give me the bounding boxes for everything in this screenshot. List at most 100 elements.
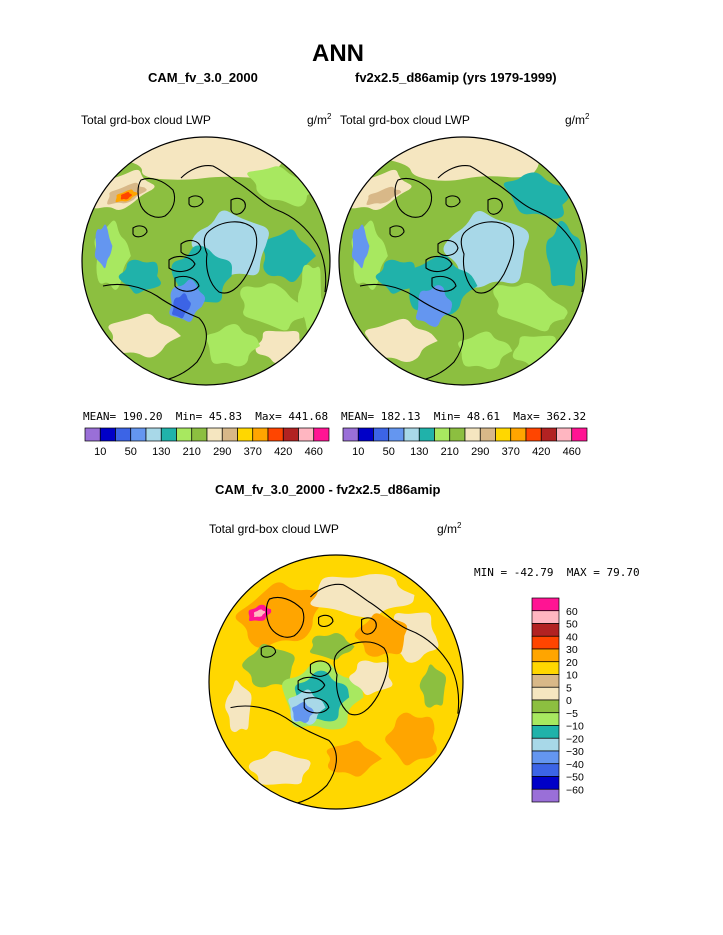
panel3-coastline xyxy=(318,614,334,627)
panel1-contour-region xyxy=(94,224,113,269)
panel2-colorbar-box xyxy=(373,427,390,442)
panel3-coastline xyxy=(260,645,277,658)
panel2-field-label: Total grd-box cloud LWP xyxy=(340,113,470,127)
panel2-contour-region xyxy=(415,285,453,327)
panel3-colorbar-label: 30 xyxy=(566,644,578,656)
panel1-colorbar-box xyxy=(267,427,284,442)
panel2-coastline xyxy=(493,181,584,293)
panel1-colorbar-box xyxy=(221,427,238,442)
panel3-colorbar-label: −5 xyxy=(566,708,578,720)
panel3-contour-region xyxy=(291,701,315,723)
panel1-colorbar-box xyxy=(130,427,147,442)
panel1-colorbar-label: 370 xyxy=(244,446,262,458)
panel3-contour-region xyxy=(248,750,311,785)
panel3-colorbar-label: 50 xyxy=(566,619,578,631)
panel2-colorbar-box xyxy=(434,427,451,442)
panel3-colorbar-label: −30 xyxy=(566,746,584,758)
panel2-min-label: Min= xyxy=(433,410,461,423)
panel2-colorbar-box xyxy=(510,427,527,442)
panel2-coastline xyxy=(437,165,495,183)
panel2-colorbar: 10 50 130 210 290 370 420 460 xyxy=(342,427,588,458)
panel2-min-value: 48.61 xyxy=(466,410,500,423)
panel3-colorbar-box xyxy=(531,737,560,752)
panel3-contour-region xyxy=(419,664,447,708)
panel3-field-label: Total grd-box cloud LWP xyxy=(209,522,339,536)
panel3-colorbar-box xyxy=(531,648,560,663)
panel1-polar-map xyxy=(81,136,331,386)
panel1-contour-fill xyxy=(82,137,330,385)
panel3-colorbar-label: −40 xyxy=(566,759,584,771)
panel2-max-label: Max= xyxy=(513,410,540,423)
panel3-min-value: -42.79 xyxy=(513,566,554,579)
panel1-contour-region xyxy=(172,293,191,319)
panel2-colorbar-label: 420 xyxy=(532,446,550,458)
panel2-mean-value: 182.13 xyxy=(380,410,421,423)
panel3-min-label: MIN = xyxy=(474,566,508,579)
panel1-coastline xyxy=(230,197,246,215)
panel3-coastline xyxy=(333,641,389,716)
panel3-coastline xyxy=(297,676,326,694)
panel2-colorbar-box xyxy=(418,427,435,442)
panel1-max-value: 441.68 xyxy=(288,410,329,423)
panel1-colorbar-box xyxy=(298,427,315,442)
panel1-colorbar-box xyxy=(282,427,299,442)
panel2-coastline xyxy=(425,255,453,273)
panel2-colorbar-label: 130 xyxy=(410,446,428,458)
panel3-colorbar-box xyxy=(531,788,560,803)
panel3-contour-region xyxy=(253,609,266,618)
panel1-units-base: g/m xyxy=(307,113,328,127)
panel1-contour-region xyxy=(108,313,181,358)
panel2-units: g/m2 xyxy=(565,112,589,127)
panel2-colorbar-label: 370 xyxy=(502,446,520,458)
panel3-colorbar-label: −50 xyxy=(566,772,584,784)
panel1-coastline xyxy=(180,239,202,257)
panel2-contour-region xyxy=(366,186,402,205)
panel2-contour-region xyxy=(364,318,438,363)
panel2-mean-label: MEAN= xyxy=(341,410,375,423)
panel3-colorbar-label: −20 xyxy=(566,733,584,745)
panel2-coastline xyxy=(437,239,459,257)
panel2-contour-region xyxy=(346,169,412,210)
panel2-colorbar-box xyxy=(403,427,420,442)
panel1-coastlines xyxy=(102,165,327,383)
panel3-colorbar-label: 40 xyxy=(566,631,578,643)
panel2-units-sup: 2 xyxy=(585,112,590,121)
case2-title: fv2x2.5_d86amip (yrs 1979-1999) xyxy=(355,70,557,85)
panel1-colorbar-box xyxy=(252,427,269,442)
panel1-colorbar-label: 210 xyxy=(183,446,201,458)
panel2-colorbar-box xyxy=(556,427,573,442)
panel2-colorbar-label: 10 xyxy=(352,446,364,458)
panel3-colorbar-label: −60 xyxy=(566,784,584,796)
panel3-coastline xyxy=(265,596,305,638)
panel2-coastline xyxy=(487,197,503,215)
panel1-coastline xyxy=(137,177,176,218)
panel2-coastline xyxy=(359,283,464,383)
panel1-colorbar-box xyxy=(84,427,101,442)
panel2-contour-region xyxy=(493,282,568,332)
panel1-contour-region xyxy=(120,192,132,200)
panel1-colorbar-box xyxy=(237,427,254,442)
panel2-contour-region xyxy=(503,172,569,219)
panel1-colorbar-label: 50 xyxy=(125,446,137,458)
panel2-contour-region xyxy=(546,220,581,287)
panel3-colorbar-label: 0 xyxy=(566,695,572,707)
panel1-colorbar: 10 50 130 210 290 370 420 460 xyxy=(84,427,330,458)
panel2-contour-region xyxy=(351,224,370,269)
panel2-contour-region xyxy=(458,331,513,370)
panel1-colorbar-box xyxy=(313,427,330,442)
panel2-coastline xyxy=(389,225,405,238)
panel2-colorbar-box xyxy=(342,427,359,442)
panel1-colorbar-label: 420 xyxy=(274,446,292,458)
panel3-units-sup: 2 xyxy=(457,521,462,530)
panel1-coastline xyxy=(236,181,327,293)
panel3-colorbar-box xyxy=(531,776,560,790)
panel3-colorbar-box xyxy=(531,674,560,688)
panel1-colorbar-box xyxy=(145,427,162,442)
panel3-coastline xyxy=(367,600,460,714)
panel3-stats: MIN = -42.79 MAX = 79.70 xyxy=(474,566,640,579)
panel1-field-label: Total grd-box cloud LWP xyxy=(81,113,211,127)
panel2-colorbar-box xyxy=(571,427,588,442)
panel3-colorbar-label: −10 xyxy=(566,721,584,733)
panel3-colorbar-box xyxy=(531,763,560,777)
panel1-coastline xyxy=(102,283,207,383)
